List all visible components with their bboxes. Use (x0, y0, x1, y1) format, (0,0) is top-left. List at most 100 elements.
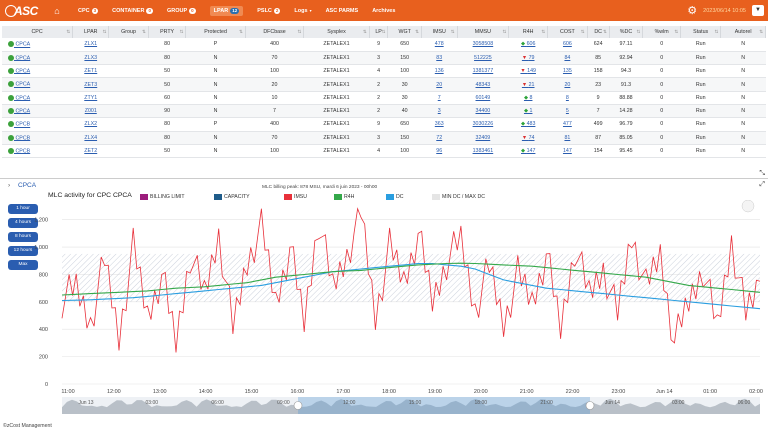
legend-min-max-dc[interactable]: MIN DC / MAX DC (432, 193, 485, 201)
nav-group[interactable]: GROUP 0 (166, 7, 196, 14)
sort-icon[interactable]: ⇅ (179, 29, 184, 34)
column-header-group[interactable]: Group ⇅ (108, 26, 149, 38)
cell-mmsu[interactable]: 32409 (457, 131, 509, 145)
sort-icon[interactable]: ⇅ (415, 29, 419, 34)
sort-icon[interactable]: ⇅ (362, 29, 367, 34)
sort-icon[interactable]: ⇅ (636, 29, 641, 34)
cell-lpar[interactable]: ZLX3 (72, 51, 109, 66)
home-icon[interactable]: ⌂ (54, 5, 60, 16)
table-row[interactable]: CPCB ZET2 50 N 100 ZETALEX1 4 100 96 1383461 ◆ 147… (2, 144, 766, 159)
cell-imsu[interactable]: 136 (421, 64, 458, 79)
table-row[interactable]: CPCA Z001 90 N 7 ZETALEX1 2 40 3 34400 ◆ 1 5 7 14.28 0… (2, 104, 766, 119)
column-header-lp[interactable]: LP ⇅ (369, 26, 389, 38)
range-8-hours-button[interactable]: 8 hours (8, 232, 38, 242)
nav-logs[interactable]: Logs ▾ (294, 7, 312, 14)
column-header-prty[interactable]: PRTY ⇅ (148, 26, 187, 38)
table-row[interactable]: CPCB ZLX2 80 P 400 ZETALEX1 9 650 363 3030226 ◆ 48… (2, 117, 766, 132)
nav-lpar[interactable]: LPAR 12 (209, 5, 244, 16)
cell-cost[interactable]: 135 (547, 64, 588, 79)
cell-mmsu[interactable]: 60149 (457, 91, 509, 105)
column-header--wlm[interactable]: %wlm ⇅ (642, 26, 682, 38)
sort-icon[interactable]: ⇅ (541, 29, 546, 34)
column-header-lpar[interactable]: LPAR ⇅ (72, 26, 110, 38)
cell-lpar[interactable]: ZLX4 (72, 131, 109, 145)
nav-archives[interactable]: Archives (372, 7, 396, 14)
sort-icon[interactable]: ⇅ (297, 29, 302, 34)
chevron-right-icon[interactable]: › (8, 182, 11, 189)
nav-pslc[interactable]: PSLC 2 (257, 7, 281, 14)
cell-imsu[interactable]: 3 (421, 104, 458, 119)
legend-imsu[interactable]: IMSU (284, 193, 307, 201)
nav-container[interactable]: CONTAINER 0 (112, 7, 153, 14)
cell-r4h[interactable]: ◆ 147 (508, 144, 548, 159)
cell-mmsu[interactable]: 3058508 (457, 38, 509, 52)
column-header-dc[interactable]: DC ⇅ (587, 26, 610, 38)
cell-imsu[interactable]: 83 (421, 51, 458, 66)
cell-mmsu[interactable]: 512225 (457, 51, 509, 66)
cell-cpc[interactable]: CPCB (2, 144, 73, 159)
breadcrumb[interactable]: CPCA (18, 182, 37, 189)
cell-lpar[interactable]: ZET1 (72, 64, 109, 79)
cell-imsu[interactable]: 478 (421, 38, 458, 52)
cell-r4h[interactable]: ▼ 74 (508, 131, 548, 145)
sort-icon[interactable]: ⇅ (450, 29, 455, 34)
column-header-cpc[interactable]: CPC ⇅ (2, 26, 74, 38)
cell-cpc[interactable]: CPCA (2, 91, 73, 105)
cell-mmsu[interactable]: 3030226 (457, 117, 509, 132)
collapse-icon[interactable]: ⤡ (759, 170, 765, 177)
column-header--dc[interactable]: %DC ⇅ (609, 26, 644, 38)
column-header-wgt[interactable]: WGT ⇅ (387, 26, 422, 38)
column-header-sysplex[interactable]: Sysplex ⇅ (303, 26, 370, 38)
table-row[interactable]: CPCA ZLX1 80 P 400 ZETALEX1 9 650 478 3058508 ◆ 60… (2, 38, 766, 52)
cell-cpc[interactable]: CPCA (2, 104, 73, 119)
sort-icon[interactable]: ⇅ (602, 29, 607, 34)
cell-cost[interactable]: 8 (547, 91, 588, 105)
cell-r4h[interactable]: ◆ 8 (508, 91, 548, 105)
column-header-imsu[interactable]: IMSU ⇅ (421, 26, 458, 38)
cell-lpar[interactable]: ZET2 (72, 144, 109, 159)
column-header-mmsu[interactable]: MMSU ⇅ (457, 26, 510, 38)
cell-cpc[interactable]: CPCA (2, 64, 73, 79)
cell-cost[interactable]: 84 (547, 51, 588, 66)
cell-r4h[interactable]: ▼ 149 (508, 64, 548, 79)
cell-lpar[interactable]: Z001 (72, 104, 109, 119)
range-12-hours-button[interactable]: 12 hours (8, 246, 38, 256)
sort-icon[interactable]: ⇅ (102, 29, 107, 34)
cell-mmsu[interactable]: 1383461 (457, 144, 509, 159)
column-header-dfcbase[interactable]: DFCbase ⇅ (245, 26, 305, 38)
cell-cost[interactable]: 147 (547, 144, 588, 159)
mlc-activity-chart[interactable]: 0 200 400 600 800 1,000 1,200 11:00 12:00 13:00 14… (0, 200, 768, 424)
cell-r4h[interactable]: ▼ 79 (508, 51, 548, 66)
table-row[interactable]: CPCA ZET1 50 N 100 ZETALEX1 4 100 136 1381377 ▼ 14… (2, 64, 766, 79)
cell-cpc[interactable]: CPCA (2, 38, 73, 52)
cell-cost[interactable]: 20 (547, 77, 588, 92)
cell-r4h[interactable]: ◆ 1 (508, 104, 548, 119)
legend-r4h[interactable]: R4H (334, 193, 354, 201)
cell-cpc[interactable]: CPCA (2, 51, 73, 66)
column-header-autorel[interactable]: Autorel ⇅ (720, 26, 766, 38)
legend-dc[interactable]: DC (386, 193, 404, 201)
cell-mmsu[interactable]: 34400 (457, 104, 509, 119)
sort-icon[interactable]: ⇅ (759, 29, 763, 34)
cell-cpc[interactable]: CPCB (2, 117, 73, 132)
cell-cost[interactable]: 606 (547, 38, 588, 52)
cell-r4h[interactable]: ◆ 606 (508, 38, 548, 52)
app-logo[interactable]: ASC (0, 0, 38, 21)
expand-icon[interactable]: ⤢ (759, 181, 765, 188)
range-1-hour-button[interactable]: 1 hour (8, 204, 38, 214)
column-header-protected[interactable]: Protected ⇅ (185, 26, 246, 38)
column-header-cost[interactable]: COST ⇅ (547, 26, 588, 38)
sort-icon[interactable]: ⇅ (580, 29, 585, 34)
range-max-button[interactable]: Max (8, 260, 38, 270)
nav-cpc[interactable]: CPC 3 (78, 7, 99, 14)
cell-cost[interactable]: 81 (547, 131, 588, 145)
sort-icon[interactable]: ⇅ (381, 29, 386, 34)
column-header-status[interactable]: Status ⇅ (680, 26, 722, 38)
cell-cost[interactable]: 5 (547, 104, 588, 119)
cell-imsu[interactable]: 96 (421, 144, 458, 159)
sort-icon[interactable]: ⇅ (502, 29, 507, 34)
cell-mmsu[interactable]: 1381377 (457, 64, 509, 79)
sort-icon[interactable]: ⇅ (141, 29, 146, 34)
legend-capacity[interactable]: CAPACITY (214, 193, 250, 201)
nav-asc-parms[interactable]: ASC PARMS (325, 7, 359, 14)
